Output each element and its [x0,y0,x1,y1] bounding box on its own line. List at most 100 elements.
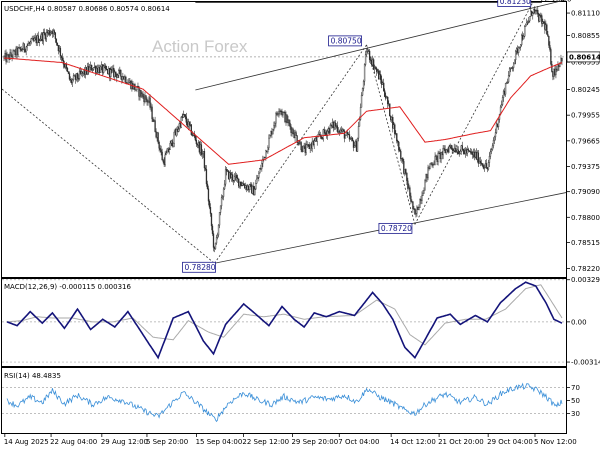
candle-body [198,142,201,153]
macd-title: MACD(12,26,9) -0.000115 0.000316 [4,283,131,291]
candle-body [453,147,455,151]
candle-body [141,93,143,97]
price-y-tick-label: 0.80245 [571,86,600,94]
candle-body [227,170,230,180]
candle-body [65,64,68,69]
candle-body [326,131,328,137]
candle-body [79,70,82,74]
candle-body [63,63,66,68]
candle-body [331,122,333,127]
candle-body [267,147,269,153]
candle-body [434,156,436,165]
candle-body [273,125,275,130]
candle-body [151,106,153,120]
candle-body [66,68,69,72]
candle-body [175,129,177,136]
candle-body [501,97,504,105]
candle-body [263,156,265,160]
candle-body [86,66,89,75]
candle-body [328,128,330,134]
candle-body [399,150,401,152]
price-point-box [328,35,362,47]
candle-body [375,67,377,69]
candle-body [461,145,463,150]
candle-body [526,22,528,26]
candle-body [439,152,441,159]
candle-body [329,124,331,134]
candle-body [464,149,466,155]
candle-body [398,142,400,151]
candle-body [443,148,445,150]
x-tick-label: 22 Aug 04:00 [50,438,97,446]
candle-body [414,208,416,215]
candle-body [341,129,344,132]
candle-body [430,163,432,165]
candle-body [489,151,492,157]
candle-body [475,152,478,160]
candle-body [260,168,262,170]
candle-body [317,133,319,138]
candle-body [26,45,28,48]
candle-body [346,132,349,135]
price-y-tick-label: 0.81110 [571,10,600,18]
candle-body [191,134,193,136]
candle-body [81,71,84,74]
candle-body [164,154,166,165]
candle-body [535,10,537,12]
candle-body [463,151,465,155]
candle-body [16,47,18,55]
candle-body [187,121,189,127]
candle-body [83,70,86,75]
candle-body [77,78,80,80]
candle-body [183,114,185,116]
price-point-label: 0.80750 [331,36,362,45]
candle-body [502,90,505,98]
candle-body [408,187,410,189]
candle-body [268,137,270,148]
macd-y-tick-label: 0.00 [571,318,587,326]
candle-body [178,123,180,130]
candle-body [525,24,527,27]
candle-body [438,152,440,155]
candle-body [511,67,514,69]
candle-body [477,152,480,164]
candle-body [363,64,366,82]
candle-body [279,110,281,112]
candle-body [418,207,420,210]
candle-body [560,57,562,63]
candle-body [247,185,249,190]
candle-body [276,113,278,115]
candle-body [340,129,343,132]
candle-body [172,143,174,147]
candle-body [239,181,241,187]
x-tick-label: 29 Sep 20:00 [291,438,338,446]
candle-body [100,66,102,73]
candle-body [165,152,167,156]
candle-body [480,162,483,164]
candle-body [64,64,67,68]
candle-body [357,126,360,139]
candle-body [206,183,209,189]
candle-body [296,135,298,143]
candle-body [5,53,7,62]
wave-line-dashed [366,44,416,225]
candle-body [44,33,46,40]
candle-body [212,233,215,248]
candle-body [384,90,386,97]
candle-body [49,32,51,35]
candle-body [297,142,299,145]
candle-body [176,129,178,132]
price-y-tick-label: 0.79955 [571,112,600,120]
candle-body [280,110,282,112]
candle-body [125,76,127,84]
candle-body [157,132,159,143]
candle-body [58,47,61,52]
price-y-tick-label: 0.78515 [571,239,600,247]
candle-body [466,149,468,154]
candle-body [507,75,510,83]
candle-body [278,110,280,114]
candle-body [189,124,191,126]
rsi-panel: RSI(14) 48.4835 [1,367,567,434]
candle-body [514,50,517,61]
